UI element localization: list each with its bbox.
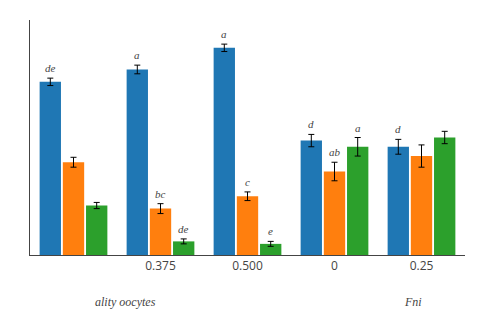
svg-text:de: de xyxy=(178,223,189,235)
svg-text:0.375: 0.375 xyxy=(145,257,176,274)
svg-text:de: de xyxy=(45,62,56,74)
svg-text:0.500: 0.500 xyxy=(232,257,263,274)
svg-text:d: d xyxy=(308,118,314,130)
svg-text:0.25: 0.25 xyxy=(410,257,434,274)
svg-text:bc: bc xyxy=(155,188,166,200)
svg-text:d: d xyxy=(395,123,401,135)
svg-text:ality oocytes: ality oocytes xyxy=(95,295,156,309)
svg-text:Fni: Fni xyxy=(404,295,422,309)
svg-text:a: a xyxy=(355,122,361,134)
svg-text:ab: ab xyxy=(329,146,341,158)
svg-text:e: e xyxy=(268,225,273,237)
svg-text:0: 0 xyxy=(331,257,338,274)
svg-text:c: c xyxy=(245,176,250,188)
svg-text:a: a xyxy=(134,49,140,61)
svg-text:a: a xyxy=(221,28,227,40)
